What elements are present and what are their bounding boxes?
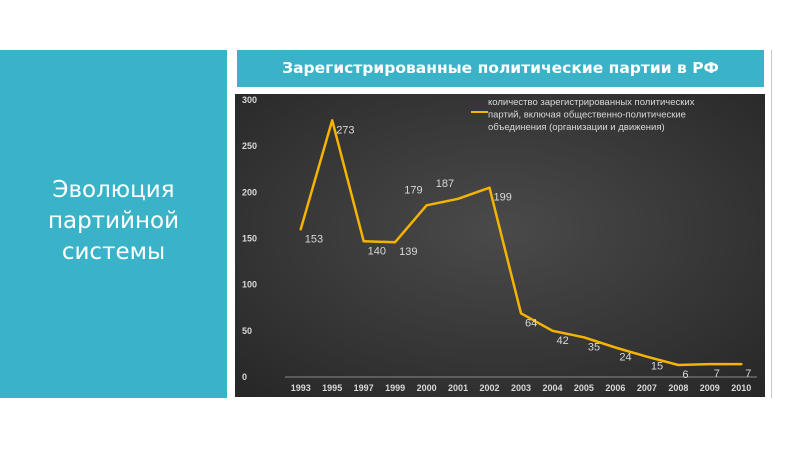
data-label: 187 bbox=[436, 178, 454, 190]
data-label: 6 bbox=[682, 369, 688, 381]
data-label: 153 bbox=[305, 233, 323, 245]
y-tick-label: 200 bbox=[242, 187, 257, 197]
x-tick-label: 2006 bbox=[605, 383, 625, 393]
divider-line bbox=[771, 50, 772, 398]
x-tick-label: 2001 bbox=[448, 383, 468, 393]
x-tick-label: 2002 bbox=[480, 383, 500, 393]
data-label: 273 bbox=[336, 124, 354, 136]
header-title: Зарегистрированные политические партии в… bbox=[282, 59, 719, 77]
side-panel bbox=[0, 50, 227, 398]
data-label: 179 bbox=[404, 184, 422, 196]
section-title-line: системы bbox=[61, 239, 166, 265]
legend-text-line: объединения (организации и движения) bbox=[488, 122, 665, 133]
x-tick-label: 2007 bbox=[637, 383, 657, 393]
header-bar: Зарегистрированные политические партии в… bbox=[237, 50, 764, 87]
data-label: 7 bbox=[714, 368, 720, 380]
series-line bbox=[299, 119, 743, 367]
x-tick-label: 2008 bbox=[668, 383, 688, 393]
y-tick-label: 0 bbox=[242, 372, 247, 382]
data-label: 64 bbox=[525, 317, 537, 329]
chart-background bbox=[235, 94, 765, 397]
y-tick-label: 150 bbox=[242, 234, 257, 244]
y-tick-label: 250 bbox=[242, 141, 257, 151]
x-tick-label: 2009 bbox=[700, 383, 720, 393]
chart-panel: 0 50 100 150 200 250 300 1993 1995 1997 1999 2000 20… bbox=[235, 94, 765, 397]
data-label: 140 bbox=[368, 245, 386, 257]
x-tick-label: 2003 bbox=[511, 383, 531, 393]
x-tick-label: 2000 bbox=[417, 383, 437, 393]
legend-text-line: партий, включая общественно-политические bbox=[488, 110, 686, 121]
data-label: 42 bbox=[556, 335, 568, 347]
y-tick-label: 100 bbox=[242, 280, 257, 290]
data-label: 7 bbox=[745, 368, 751, 380]
section-title: Эволюция партийной системы bbox=[0, 175, 227, 268]
x-tick-label: 1993 bbox=[291, 383, 311, 393]
y-tick-label: 50 bbox=[242, 326, 252, 336]
x-tick-label: 1995 bbox=[322, 383, 342, 393]
x-tick-label: 1999 bbox=[385, 383, 405, 393]
x-tick-label: 2005 bbox=[574, 383, 594, 393]
data-label: 199 bbox=[494, 192, 512, 204]
y-tick-label: 300 bbox=[242, 95, 257, 105]
legend-text-line: количество зарегистрированных политическ… bbox=[488, 97, 695, 108]
x-tick-label: 1997 bbox=[354, 383, 374, 393]
data-label: 15 bbox=[651, 361, 663, 373]
section-title-line: партийной bbox=[47, 208, 180, 234]
x-tick-label: 2010 bbox=[731, 383, 751, 393]
data-label: 35 bbox=[588, 341, 600, 353]
data-label: 24 bbox=[619, 351, 631, 363]
data-label: 139 bbox=[399, 246, 417, 258]
section-title-line: Эволюция bbox=[52, 177, 175, 203]
x-tick-label: 2004 bbox=[542, 383, 562, 393]
